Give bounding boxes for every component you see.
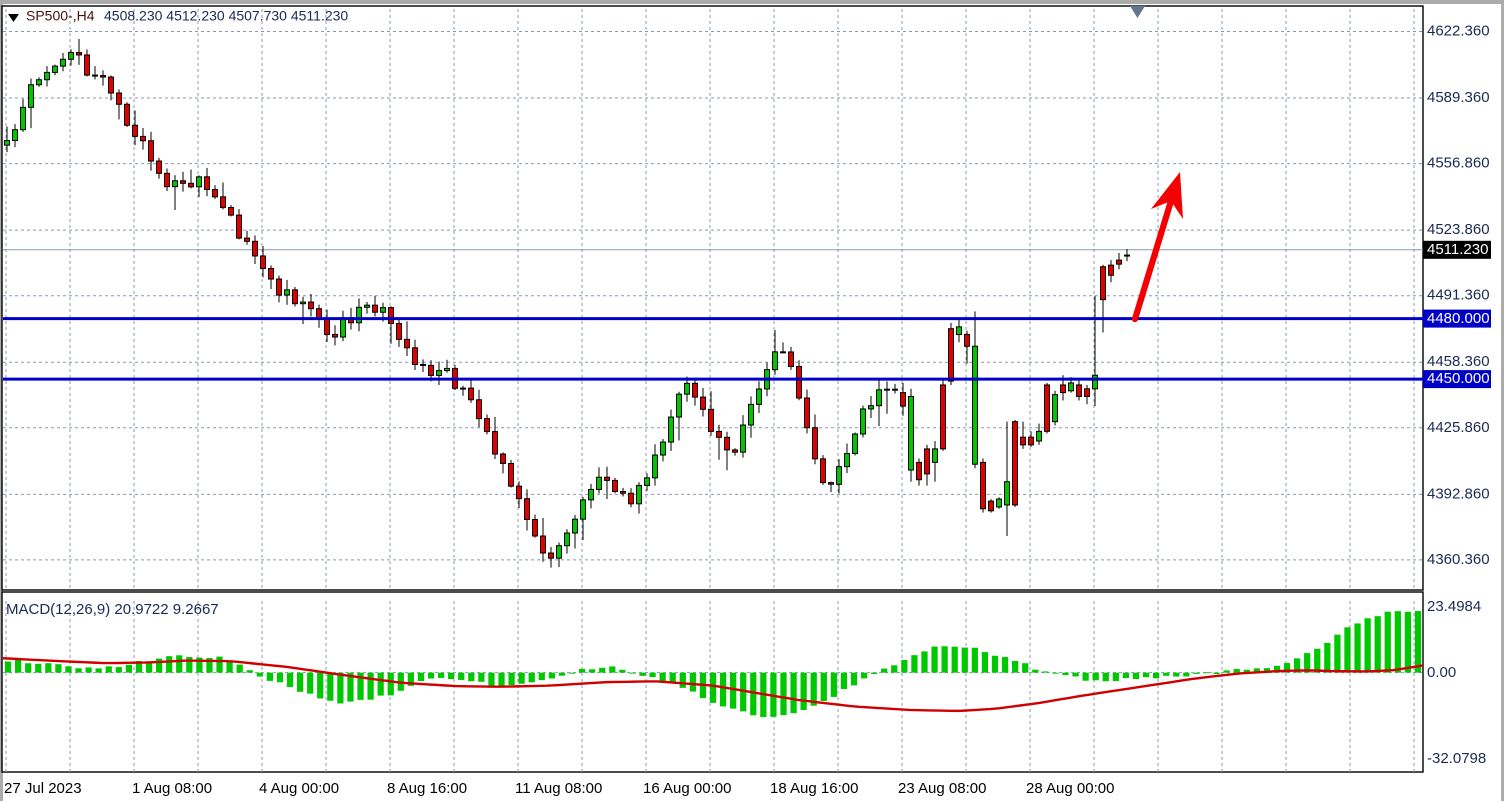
svg-text:4 Aug 00:00: 4 Aug 00:00 — [259, 780, 339, 797]
svg-text:4508.230 4512.230 4507.730 451: 4508.230 4512.230 4507.730 4511.230 — [104, 8, 348, 24]
svg-text:4523.860: 4523.860 — [1427, 221, 1490, 238]
svg-text:8 Aug 16:00: 8 Aug 16:00 — [387, 780, 467, 797]
svg-text:4392.860: 4392.860 — [1427, 485, 1490, 502]
svg-text:4622.360: 4622.360 — [1427, 23, 1490, 40]
svg-text:MACD(12,26,9) 20.9722 9.2667: MACD(12,26,9) 20.9722 9.2667 — [6, 601, 219, 618]
svg-text:4425.860: 4425.860 — [1427, 419, 1490, 436]
svg-text:4360.360: 4360.360 — [1427, 551, 1490, 568]
svg-text:-32.0798: -32.0798 — [1427, 750, 1486, 767]
svg-text:4589.360: 4589.360 — [1427, 89, 1490, 106]
svg-text:4458.360: 4458.360 — [1427, 353, 1490, 370]
svg-text:SP500-,H4: SP500-,H4 — [26, 8, 95, 24]
svg-text:27 Jul 2023: 27 Jul 2023 — [4, 780, 82, 797]
svg-text:1 Aug 08:00: 1 Aug 08:00 — [132, 780, 212, 797]
svg-text:23 Aug 08:00: 23 Aug 08:00 — [898, 780, 986, 797]
svg-text:11 Aug 08:00: 11 Aug 08:00 — [515, 780, 602, 797]
svg-text:28 Aug 00:00: 28 Aug 00:00 — [1026, 780, 1114, 797]
svg-text:4450.000: 4450.000 — [1427, 370, 1490, 387]
svg-text:4480.000: 4480.000 — [1427, 310, 1490, 327]
svg-text:16 Aug 00:00: 16 Aug 00:00 — [643, 780, 731, 797]
svg-text:4491.360: 4491.360 — [1427, 287, 1490, 304]
svg-text:0.00: 0.00 — [1427, 664, 1456, 681]
svg-text:23.4984: 23.4984 — [1427, 598, 1481, 615]
svg-text:4511.230: 4511.230 — [1427, 241, 1488, 258]
svg-text:4556.860: 4556.860 — [1427, 155, 1490, 172]
svg-text:18 Aug 16:00: 18 Aug 16:00 — [770, 780, 858, 797]
